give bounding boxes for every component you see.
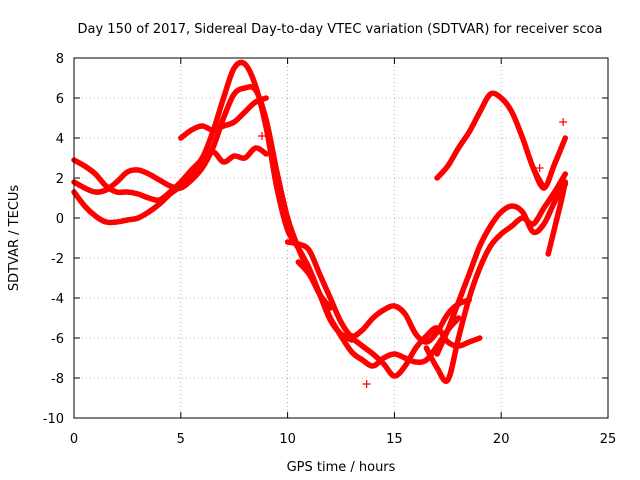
series-line-track-9 [434,181,569,357]
data-point-marker [535,164,544,172]
x-tick-label: 10 [279,432,296,447]
x-tick-labels: 0 5 10 15 20 25 [70,432,616,447]
x-tick-label: 0 [70,432,78,447]
series-line-track-5 [284,239,472,345]
y-tick-labels: -10 -8 -6 -4 -2 0 2 4 6 8 [43,52,64,427]
y-tick-label: -10 [43,412,64,427]
y-tick-label: 6 [56,92,64,107]
axis-ticks [73,57,609,419]
data-point-marker [257,132,266,140]
data-point-marker [362,380,371,388]
series-line-track-4 [178,95,269,141]
series-line-track-3 [71,145,269,226]
y-tick-label: -6 [51,332,64,347]
y-axis-label: SDTVAR / TECUs [7,185,22,292]
data-point-marker [559,118,568,126]
y-tick-label: -2 [51,252,64,267]
isolated-points [257,118,568,388]
y-tick-label: -8 [51,372,64,387]
grid-lines [74,58,608,418]
plot-frame [73,57,609,419]
series-line-track-10 [434,90,547,191]
series-line-track-12 [545,179,569,257]
chart-title: Day 150 of 2017, Sidereal Day-to-day VTE… [78,22,603,37]
data-series [71,59,569,384]
x-tick-label: 15 [386,432,403,447]
y-tick-label: 0 [56,212,64,227]
series-line-track-2 [71,84,334,311]
x-tick-label: 25 [600,432,617,447]
x-tick-label: 20 [493,432,510,447]
y-tick-label: 2 [56,172,64,187]
x-axis-label: GPS time / hours [287,460,396,475]
y-tick-label: -4 [51,292,64,307]
x-tick-label: 5 [177,432,185,447]
y-tick-label: 4 [56,132,64,147]
y-tick-label: 8 [56,52,64,67]
series-line-track-8 [423,171,569,384]
series-line-track-11 [530,135,569,191]
